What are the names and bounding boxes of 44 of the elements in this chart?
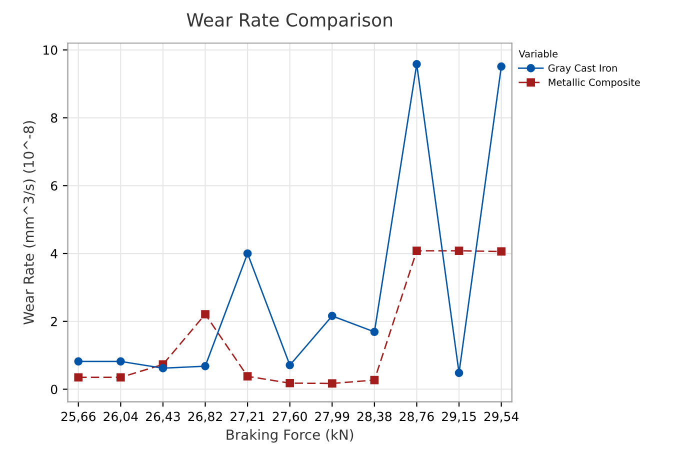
legend-label: Metallic Composite <box>548 78 640 88</box>
x-tick-label: 27,99 <box>315 412 350 422</box>
point <box>116 357 125 366</box>
y-tick-label: 10 <box>44 45 58 55</box>
x-tick-label: 27,60 <box>272 412 307 422</box>
y-tick-label: 6 <box>51 181 58 191</box>
x-tick-label: 26,43 <box>146 412 180 422</box>
point <box>497 62 506 71</box>
point <box>201 310 210 318</box>
point <box>286 360 294 370</box>
x-tick-label: 25,66 <box>61 412 96 422</box>
point <box>158 364 168 372</box>
point <box>116 373 125 382</box>
point <box>454 246 464 255</box>
x-tick-label: 27,21 <box>230 412 264 422</box>
point <box>497 247 506 256</box>
legend-title: Variable <box>518 50 558 58</box>
x-tick-label: 26,82 <box>188 412 222 422</box>
point <box>328 312 336 320</box>
x-tick-label: 29,54 <box>484 412 519 422</box>
point <box>412 60 421 68</box>
x-tick-label: 26,04 <box>104 412 138 422</box>
y-tick-label: 4 <box>50 249 58 258</box>
point <box>74 373 83 382</box>
point <box>328 379 336 388</box>
point <box>370 328 379 336</box>
point <box>412 246 421 255</box>
point <box>370 376 379 384</box>
point <box>74 357 83 366</box>
point <box>286 378 294 388</box>
x-tick-label: 28,38 <box>357 412 392 422</box>
y-tick-label: 0 <box>50 384 58 394</box>
point <box>243 249 252 258</box>
point <box>201 362 210 370</box>
y-tick-label: 2 <box>51 316 57 326</box>
point <box>454 368 464 378</box>
legend-label: Gray Cast Iron <box>548 64 617 74</box>
x-axis-title: Braking Force (kN) <box>226 429 354 443</box>
chart-title: Wear Rate Comparison <box>186 12 392 30</box>
y-tick-label: 8 <box>50 113 58 123</box>
y-axis-title: Wear Rate (mm^3/s) (10^-8) <box>23 121 36 325</box>
x-tick-label: 28,76 <box>400 412 434 422</box>
point <box>243 372 252 381</box>
x-tick-label: 29,15 <box>442 412 476 422</box>
